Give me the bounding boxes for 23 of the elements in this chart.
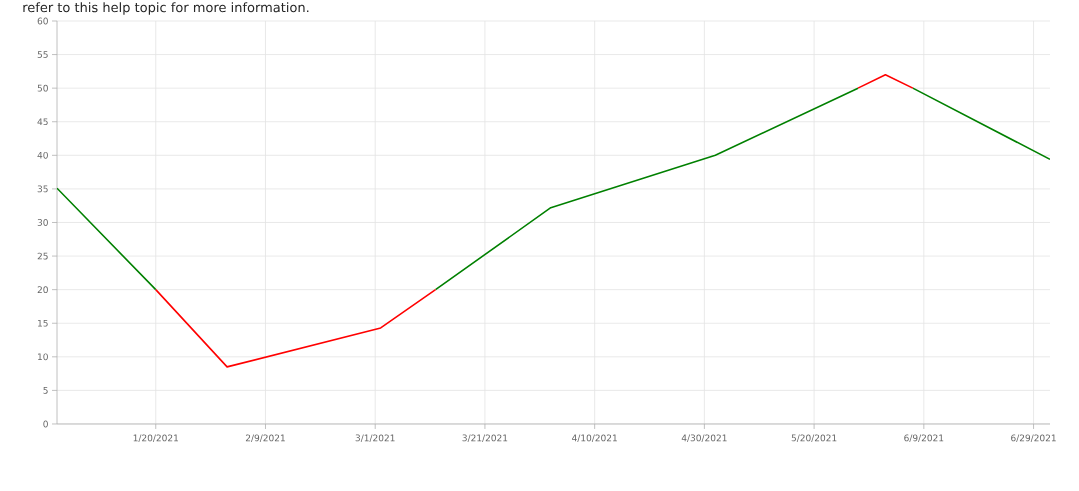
x-tick-label: 4/30/2021 <box>681 434 727 443</box>
y-tick-label: 60 <box>37 17 48 25</box>
x-tick-label: 6/9/2021 <box>904 434 944 443</box>
x-tick-label: 5/20/2021 <box>791 434 837 443</box>
y-tick-label: 50 <box>37 84 48 92</box>
x-tick-label: 4/10/2021 <box>572 434 617 443</box>
y-tick-label: 40 <box>37 151 48 159</box>
y-tick-label: 5 <box>43 387 48 394</box>
y-tick-label: 35 <box>37 185 48 193</box>
y-tick-label: 20 <box>37 286 48 294</box>
y-tick-label: 55 <box>37 51 48 58</box>
y-tick-label: 10 <box>38 353 48 361</box>
x-tick-label: 3/21/2021 <box>462 434 508 443</box>
y-tick-label: 30 <box>37 219 48 226</box>
y-tick-label: 25 <box>37 252 48 260</box>
x-tick-label: 3/1/2021 <box>355 434 395 443</box>
x-tick-label: 2/9/2021 <box>245 434 285 443</box>
x-tick-label: 6/29/2021 <box>1011 434 1056 443</box>
x-tick-label: 1/20/2021 <box>133 434 178 443</box>
text: refer to this help topic for more information. <box>23 2 309 15</box>
y-tick-label: 45 <box>37 118 48 126</box>
y-tick-label: 15 <box>38 319 48 327</box>
y-tick-label: 0 <box>43 420 48 428</box>
